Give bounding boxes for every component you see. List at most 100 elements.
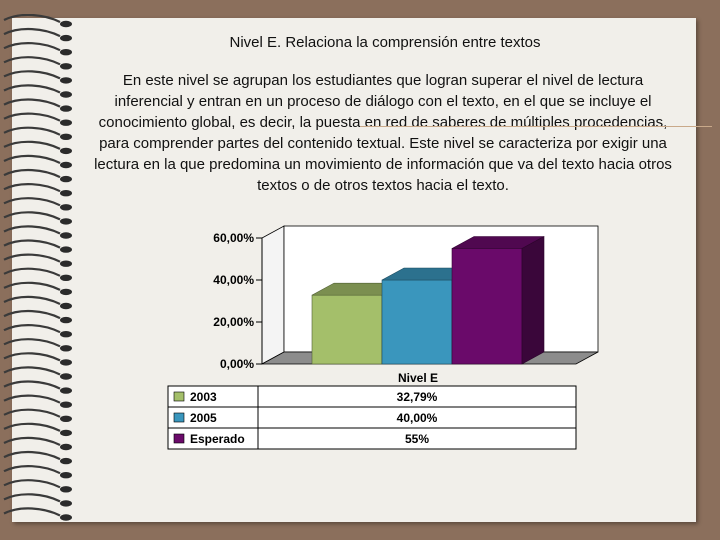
table-frame <box>167 385 577 450</box>
data-value-label: 32,79% <box>397 390 438 404</box>
spiral-coil <box>3 408 61 418</box>
spiral-hole <box>60 472 72 479</box>
bar-front <box>451 248 523 365</box>
spiral-coil <box>3 197 61 207</box>
spiral-hole <box>60 204 72 211</box>
spiral-hole <box>60 288 72 296</box>
spiral-hole <box>60 373 72 380</box>
spiral-coil <box>3 493 61 503</box>
spiral-coil <box>3 183 61 193</box>
spiral-hole <box>60 387 72 394</box>
spiral-hole <box>60 34 72 42</box>
spiral-binding <box>3 14 72 521</box>
data-value-label: 40,00% <box>397 411 438 425</box>
slide-title: Nivel E. Relaciona la comprensión entre … <box>229 34 541 51</box>
spiral-hole <box>60 20 72 28</box>
spiral-coil <box>3 253 61 263</box>
data-table: 2003 32,79% 2005 40,00% Esperado 55% <box>167 385 577 450</box>
bar-2005 <box>381 267 475 365</box>
y-tick-label: 0,00% <box>220 357 254 371</box>
spiral-coil <box>3 352 61 362</box>
spiral-coil <box>3 169 61 179</box>
y-tick-label: 40,00% <box>213 273 254 287</box>
spiral-coil <box>3 154 61 164</box>
spiral-coil <box>3 380 61 390</box>
spiral-hole <box>60 514 72 521</box>
spiral-hole <box>60 232 72 239</box>
spiral-coil <box>3 267 61 277</box>
y-axis-ticks: 0,00% 20,00% 40,00% 60,00% Nivel E <box>213 231 438 385</box>
spiral-hole <box>60 457 72 465</box>
spiral-coil <box>3 366 61 376</box>
spiral-coil <box>3 140 61 150</box>
spiral-coil <box>3 98 61 108</box>
bar-front <box>381 279 453 365</box>
spiral-coil <box>3 84 61 94</box>
spiral-hole <box>60 260 72 267</box>
spiral-coil <box>3 281 61 291</box>
spiral-hole <box>60 77 72 84</box>
spiral-coil <box>3 42 61 52</box>
spiral-coil <box>3 465 61 475</box>
spiral-coil <box>3 436 61 446</box>
y-tick-label: 60,00% <box>213 231 254 245</box>
side-wall <box>261 225 285 365</box>
spiral-hole <box>60 218 72 225</box>
bar-esperado <box>451 235 545 365</box>
x-category-label: Nivel E <box>398 371 438 385</box>
bar-chart: 0,00% 20,00% 40,00% 60,00% Nivel E 2003 32,79… <box>167 225 599 450</box>
spiral-hole <box>60 161 72 169</box>
bar-front <box>311 294 383 365</box>
spiral-hole <box>60 486 72 493</box>
legend-swatch <box>173 412 185 423</box>
spiral-coil <box>3 225 61 235</box>
spiral-hole <box>60 63 72 70</box>
spiral-hole <box>60 91 72 98</box>
spiral-hole <box>60 190 72 197</box>
spiral-coil <box>3 479 61 489</box>
bar-side <box>521 235 545 365</box>
legend-swatch <box>173 433 185 444</box>
chart-bars <box>311 235 545 365</box>
spiral-coil <box>3 451 61 461</box>
legend-label: 2003 <box>190 390 217 404</box>
spiral-hole <box>60 429 72 437</box>
y-tick-label: 20,00% <box>213 315 254 329</box>
spiral-hole <box>60 359 72 366</box>
spiral-coil <box>3 394 61 404</box>
legend-label: Esperado <box>190 432 245 446</box>
spiral-coil <box>3 507 61 517</box>
spiral-hole <box>60 274 72 281</box>
spiral-hole <box>60 415 72 422</box>
legend-swatch <box>173 391 185 402</box>
spiral-hole <box>60 133 72 140</box>
slide-body-text: En este nivel se agrupan los estudiantes… <box>94 72 672 194</box>
spiral-hole <box>60 500 72 507</box>
spiral-coil <box>3 239 61 249</box>
spiral-coil <box>3 70 61 80</box>
spiral-coil <box>3 112 61 122</box>
data-value-label: 55% <box>405 432 429 446</box>
spiral-hole <box>60 49 72 56</box>
spiral-hole <box>60 147 72 155</box>
spiral-hole <box>60 175 72 183</box>
spiral-coil <box>3 324 61 334</box>
spiral-coil <box>3 310 61 320</box>
legend-label: 2005 <box>190 411 217 425</box>
spiral-hole <box>60 331 72 338</box>
spiral-coil <box>3 28 61 38</box>
spiral-coil <box>3 338 61 348</box>
divider-line <box>360 126 712 127</box>
spiral-hole <box>60 401 72 408</box>
spiral-coil <box>3 56 61 66</box>
spiral-hole <box>60 246 72 253</box>
spiral-hole <box>60 316 72 324</box>
spiral-hole <box>60 443 72 451</box>
spiral-coil <box>3 422 61 432</box>
spiral-coil <box>3 295 61 305</box>
spiral-coil <box>3 211 61 221</box>
spiral-hole <box>60 345 72 352</box>
spiral-coil <box>3 126 61 136</box>
spiral-hole <box>60 105 72 112</box>
spiral-coil <box>3 14 61 23</box>
